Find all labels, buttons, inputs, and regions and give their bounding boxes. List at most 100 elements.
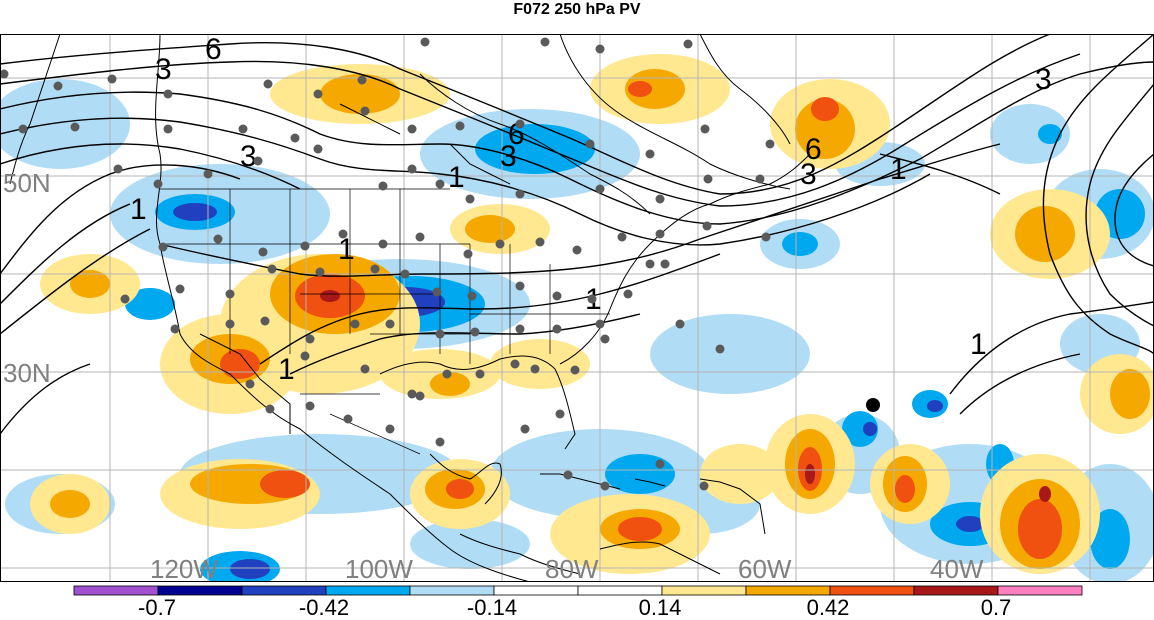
station-dot: [225, 319, 235, 329]
station-dot: [305, 334, 315, 344]
station-dot: [432, 287, 442, 297]
contour-label: 1: [130, 193, 147, 226]
station-dot: [225, 289, 235, 299]
station-dot: [378, 239, 388, 249]
station-dot: [765, 139, 775, 149]
lon-label-120w: 120W: [150, 554, 218, 582]
state-borders: [160, 188, 610, 455]
station-dot: [170, 324, 180, 334]
colorbar-box: [409, 585, 495, 596]
station-dot: [600, 334, 610, 344]
contour-label: 1: [890, 153, 907, 186]
station-dot: [0, 69, 9, 79]
station-dot: [360, 106, 370, 116]
station-dot: [338, 229, 348, 239]
station-dot: [467, 291, 477, 301]
station-dot: [435, 437, 445, 447]
contour-label: 3: [1035, 63, 1052, 96]
station-dot: [163, 89, 173, 99]
station-dot: [290, 133, 300, 143]
colorbar-box: [73, 585, 159, 596]
station-dot: [407, 124, 417, 134]
station-dot: [415, 232, 425, 242]
station-dot: [530, 364, 540, 374]
colorbar-label: -0.7: [138, 595, 176, 620]
colorbar-box: [241, 585, 327, 596]
station-dot: [655, 459, 665, 469]
station-dot: [552, 324, 562, 334]
colorbar-box: [913, 585, 999, 596]
station-dot: [357, 75, 367, 85]
contour-label: 1: [448, 161, 465, 194]
station-dot: [587, 294, 597, 304]
station-dot: [455, 121, 465, 131]
colorbar-box: [997, 585, 1083, 596]
weather-map: 6 3 3 6 3 1 6 3 1 3 1 1 1 1 1 50N 30N 12…: [0, 34, 1154, 582]
station-dot: [470, 327, 480, 337]
map-title: F072 250 hPa PV: [513, 1, 641, 18]
lon-label-60w: 60W: [738, 554, 792, 582]
lon-label-100w: 100W: [345, 554, 413, 582]
location-marker: [866, 398, 880, 412]
contour-label: 3: [800, 158, 817, 191]
station-dot: [675, 319, 685, 329]
lon-label-40w: 40W: [930, 554, 984, 582]
colorbar-label: 0.7: [980, 595, 1012, 620]
lat-label-50n: 50N: [3, 168, 51, 198]
station-dots: [0, 37, 775, 491]
station-dot: [435, 179, 445, 189]
station-dot: [700, 124, 710, 134]
station-dot: [520, 424, 530, 434]
contour-label: 3: [155, 53, 172, 86]
station-dot: [623, 289, 633, 299]
station-dot: [703, 174, 713, 184]
station-dot: [761, 232, 771, 242]
contour-label: 1: [278, 353, 295, 386]
station-dot: [400, 269, 410, 279]
station-dot: [153, 179, 163, 189]
colorbar-label: -0.42: [298, 595, 350, 620]
station-dot: [755, 174, 765, 184]
station-dot: [495, 239, 505, 249]
station-dot: [585, 139, 595, 149]
station-dot: [300, 351, 310, 361]
station-dot: [313, 89, 323, 99]
station-dot: [475, 369, 485, 379]
station-dot: [683, 39, 693, 49]
station-dot: [463, 249, 473, 259]
colorbar-box: [745, 585, 831, 596]
station-dot: [702, 221, 712, 231]
station-dot: [260, 316, 270, 326]
station-dot: [267, 264, 277, 274]
station-dot: [175, 284, 185, 294]
station-dot: [595, 44, 605, 54]
station-dot: [238, 124, 248, 134]
lon-label-80w: 80W: [545, 554, 599, 582]
contour-label: 6: [805, 133, 822, 166]
station-dot: [378, 181, 388, 191]
station-dot: [655, 194, 665, 204]
station-dot: [699, 481, 709, 491]
contour-label: 1: [338, 233, 355, 266]
station-dot: [385, 424, 395, 434]
station-dot: [715, 344, 725, 354]
contour-label: 3: [500, 140, 517, 173]
station-dot: [595, 319, 605, 329]
station-dot: [18, 124, 28, 134]
lat-label-30n: 30N: [3, 358, 51, 388]
colorbar-labels: -0.7 -0.42 -0.14 0.14 0.42 0.7: [0, 596, 1154, 620]
station-dot: [442, 369, 452, 379]
station-dot: [315, 267, 325, 277]
axis-labels: 50N 30N 120W 100W 80W 60W 40W: [3, 168, 984, 582]
station-dot: [253, 156, 263, 166]
station-dot: [420, 37, 430, 47]
station-dot: [407, 389, 417, 399]
station-dot: [113, 164, 123, 174]
station-dot: [515, 324, 525, 334]
colorbar-box: [325, 585, 411, 596]
station-dot: [645, 259, 655, 269]
station-dot: [645, 149, 655, 159]
station-dot: [600, 481, 610, 491]
station-dot: [415, 391, 425, 401]
contour-label: 3: [240, 140, 257, 173]
